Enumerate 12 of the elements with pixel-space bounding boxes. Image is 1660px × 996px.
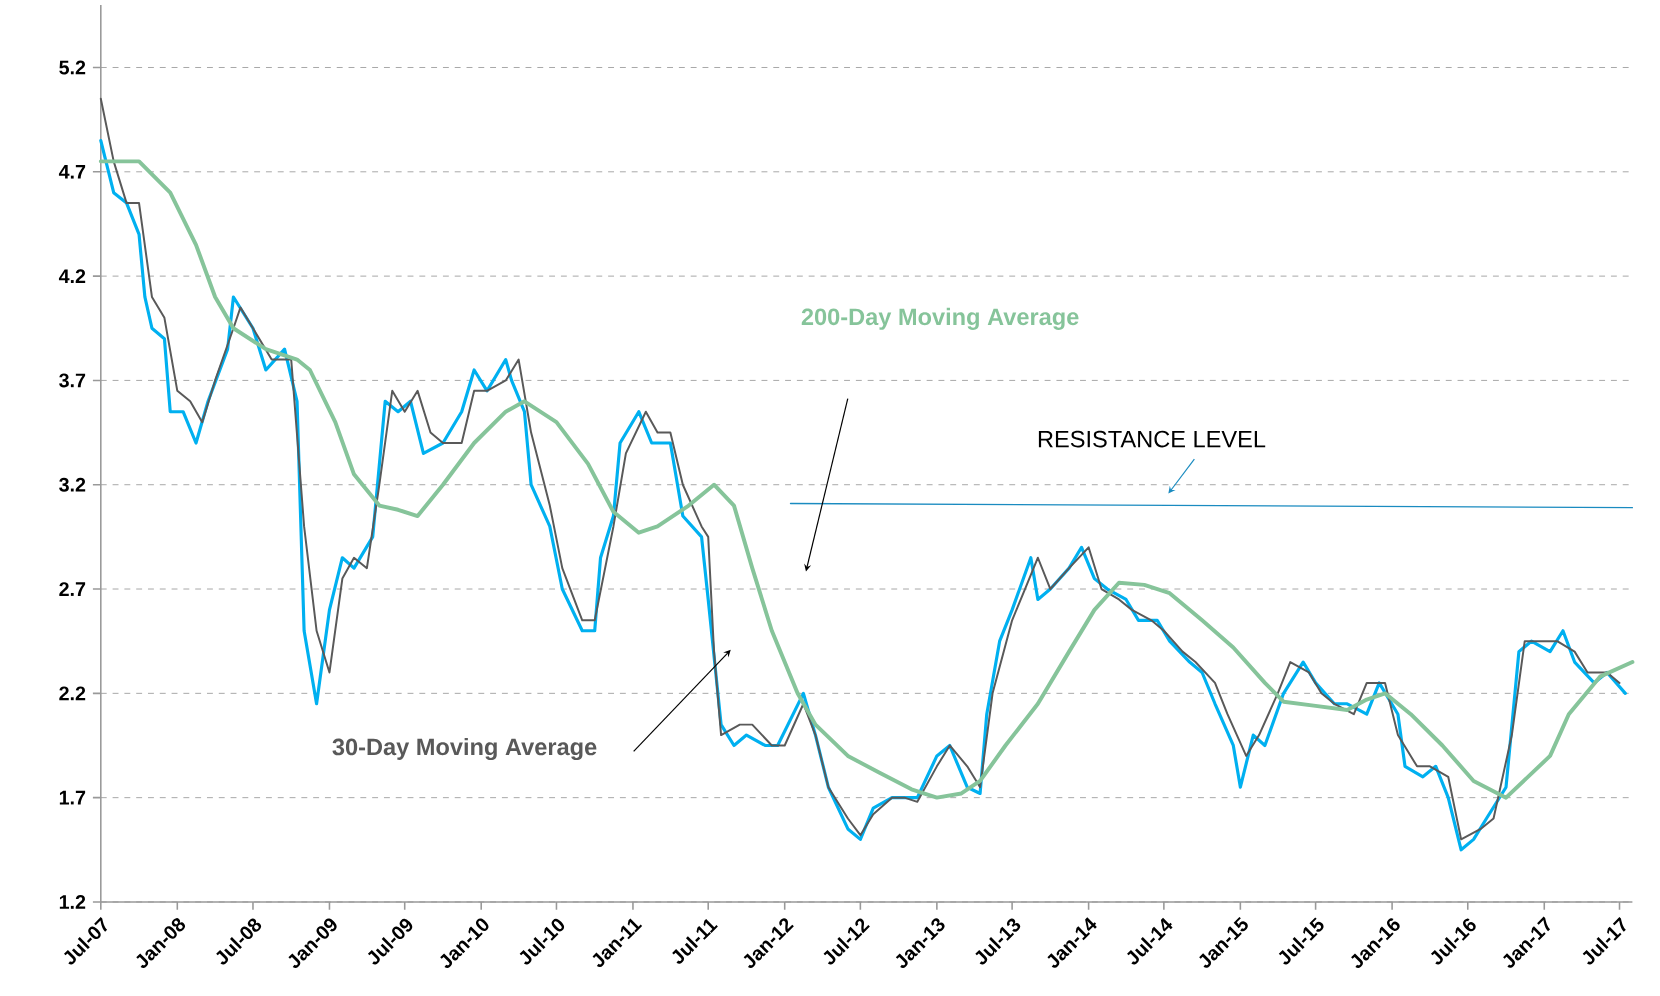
y-tick-label: 4.2 (58, 269, 86, 284)
y-tick-label: 2.7 (59, 582, 86, 597)
y-tick-label: 5.2 (59, 60, 86, 75)
text: RESISTANCE LEVEL (1038, 430, 1266, 448)
y-tick-label: 1.2 (59, 895, 86, 909)
y-tick-label: 4.7 (58, 165, 86, 179)
text: 30-Day Moving Average (332, 738, 597, 761)
y-tick-label: 1.7 (59, 791, 86, 805)
text: 200-Day Moving Average (801, 307, 1079, 331)
y-tick-label: 2.2 (59, 686, 86, 701)
y-tick-label: 3.7 (59, 373, 86, 388)
y-tick-label: 3.2 (59, 477, 86, 492)
